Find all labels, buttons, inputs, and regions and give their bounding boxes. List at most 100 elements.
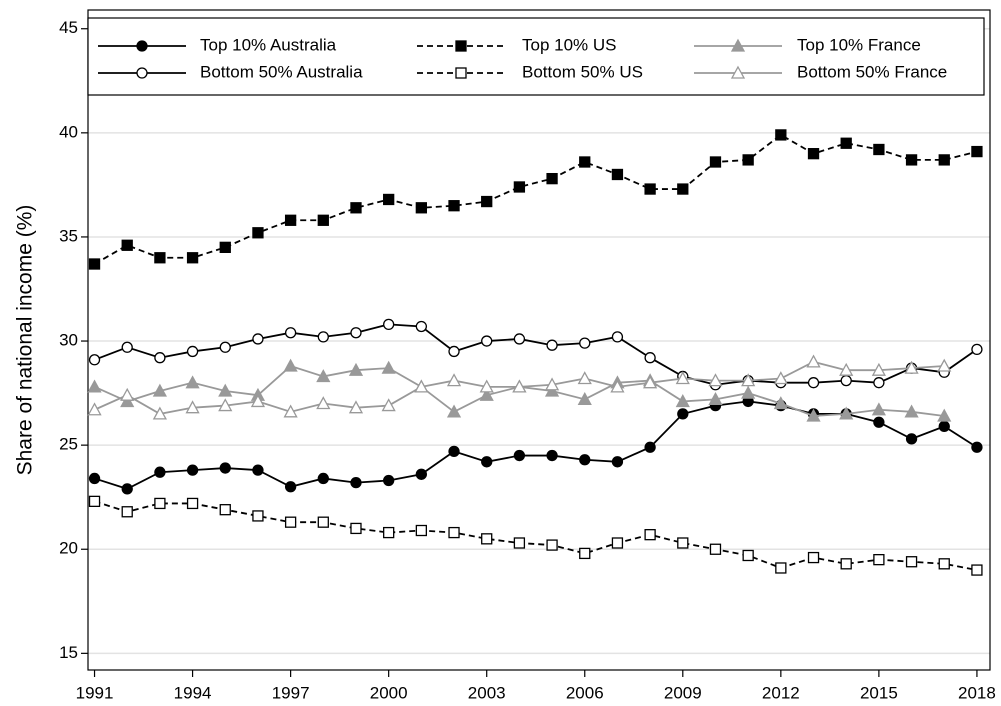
series-line [94, 500, 978, 571]
marker [481, 335, 493, 347]
marker [709, 156, 722, 168]
marker [544, 383, 560, 397]
marker [448, 200, 460, 212]
marker [708, 373, 723, 387]
marker [219, 462, 231, 474]
marker [730, 65, 746, 79]
marker [219, 341, 231, 353]
marker [185, 400, 200, 414]
marker [544, 377, 560, 391]
marker [154, 252, 166, 264]
marker [579, 454, 591, 466]
marker [644, 183, 656, 195]
marker [708, 391, 723, 405]
marker [479, 379, 494, 393]
marker [316, 396, 331, 410]
marker [807, 377, 820, 389]
marker [513, 333, 526, 345]
marker [383, 474, 395, 487]
marker [773, 371, 788, 385]
marker [513, 449, 526, 462]
marker [252, 464, 264, 476]
marker [971, 145, 983, 158]
marker [675, 394, 690, 408]
x-tick-label: 1997 [272, 683, 310, 702]
marker [481, 533, 493, 545]
marker [677, 183, 689, 195]
marker [839, 362, 854, 376]
y-tick-label: 30 [59, 331, 78, 350]
marker [88, 472, 101, 485]
marker [348, 362, 364, 376]
marker [840, 558, 852, 570]
marker [186, 497, 199, 510]
marker [904, 360, 919, 374]
marker [513, 181, 526, 193]
marker [88, 495, 101, 508]
marker [873, 143, 885, 156]
marker [775, 562, 787, 574]
legend-label: Bottom 50% US [522, 62, 643, 81]
marker [317, 472, 329, 485]
marker [317, 516, 329, 528]
legend-box [87, 17, 985, 96]
marker [840, 137, 852, 149]
marker [730, 38, 746, 52]
marker [709, 543, 722, 555]
legend-label: Bottom 50% Australia [200, 62, 363, 81]
marker [252, 510, 264, 522]
marker [741, 385, 756, 399]
marker [938, 154, 950, 166]
marker [579, 156, 591, 168]
marker [675, 371, 690, 385]
marker [348, 400, 364, 414]
marker [350, 327, 362, 339]
marker [741, 373, 756, 387]
marker [677, 537, 689, 549]
marker [284, 516, 297, 528]
marker [448, 445, 460, 458]
marker [775, 129, 787, 141]
legend-label: Top 10% US [522, 35, 617, 54]
marker [284, 481, 297, 493]
marker [937, 408, 952, 422]
marker [806, 408, 821, 422]
marker [252, 227, 264, 239]
legend-label: Top 10% France [797, 35, 921, 54]
marker [283, 404, 298, 418]
y-axis-label: Share of national income (%) [14, 205, 37, 476]
marker [350, 522, 362, 535]
marker [937, 358, 952, 372]
x-tick-label: 1994 [174, 683, 212, 702]
marker [284, 327, 297, 339]
x-tick-label: 2003 [468, 683, 506, 702]
marker [611, 331, 624, 343]
marker [121, 483, 133, 495]
marker [579, 547, 591, 560]
marker [839, 406, 854, 420]
marker [546, 172, 558, 185]
marker [610, 379, 625, 393]
marker [512, 379, 527, 393]
marker [121, 239, 133, 251]
marker [971, 441, 983, 453]
marker [154, 466, 166, 478]
marker [186, 252, 199, 264]
marker [415, 320, 427, 333]
x-tick-label: 2009 [664, 683, 702, 702]
marker [87, 379, 102, 393]
marker [546, 449, 558, 462]
series-line [94, 400, 978, 490]
marker [381, 398, 396, 412]
marker [577, 371, 592, 385]
marker [350, 202, 362, 214]
marker [611, 537, 624, 549]
marker [120, 394, 135, 408]
x-tick-label: 1991 [76, 683, 114, 702]
marker [611, 456, 624, 468]
marker [383, 193, 395, 206]
marker [938, 558, 950, 570]
marker [121, 506, 133, 518]
marker [481, 456, 493, 468]
